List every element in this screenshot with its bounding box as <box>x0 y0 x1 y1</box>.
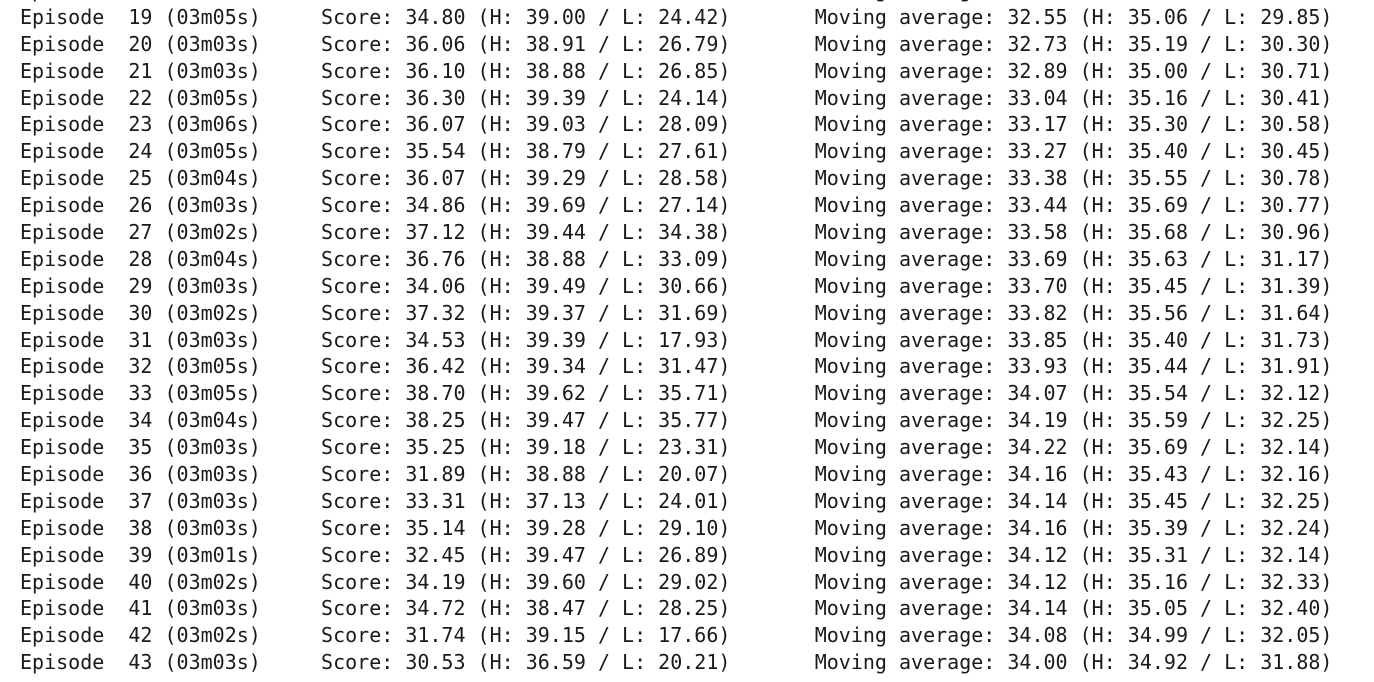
log-line-episode-42: Episode 42 (03m02s) Score: 31.74 (H: 39.… <box>20 623 1333 648</box>
log-line-episode-24: Episode 24 (03m05s) Score: 35.54 (H: 38.… <box>20 139 1333 164</box>
log-line-episode-26: Episode 26 (03m03s) Score: 34.86 (H: 39.… <box>20 193 1333 218</box>
log-line-episode-33: Episode 33 (03m05s) Score: 38.70 (H: 39.… <box>20 381 1333 406</box>
log-line-episode-18: Episode 18 (03m04s) Score: 35.95 (H: 39.… <box>20 0 1332 4</box>
log-line-episode-35: Episode 35 (03m03s) Score: 35.25 (H: 39.… <box>20 435 1333 460</box>
log-line-episode-21: Episode 21 (03m03s) Score: 36.10 (H: 38.… <box>20 58 1333 83</box>
training-log-output: Episode 18 (03m04s) Score: 35.95 (H: 39.… <box>20 0 1332 676</box>
log-line-episode-36: Episode 36 (03m03s) Score: 31.89 (H: 38.… <box>20 462 1333 487</box>
log-line-episode-37: Episode 37 (03m03s) Score: 33.31 (H: 37.… <box>20 488 1333 513</box>
log-line-episode-25: Episode 25 (03m04s) Score: 36.07 (H: 39.… <box>20 166 1333 191</box>
log-line-episode-30: Episode 30 (03m02s) Score: 37.32 (H: 39.… <box>20 300 1333 325</box>
log-line-episode-32: Episode 32 (03m05s) Score: 36.42 (H: 39.… <box>20 354 1333 379</box>
log-line-episode-39: Episode 39 (03m01s) Score: 32.45 (H: 39.… <box>20 542 1333 567</box>
log-line-episode-40: Episode 40 (03m02s) Score: 34.19 (H: 39.… <box>20 569 1333 594</box>
log-line-episode-23: Episode 23 (03m06s) Score: 36.07 (H: 39.… <box>20 112 1333 137</box>
log-line-episode-31: Episode 31 (03m03s) Score: 34.53 (H: 39.… <box>20 327 1333 352</box>
log-line-episode-29: Episode 29 (03m03s) Score: 34.06 (H: 39.… <box>20 273 1333 298</box>
log-line-episode-27: Episode 27 (03m02s) Score: 37.12 (H: 39.… <box>20 220 1333 245</box>
log-line-episode-38: Episode 38 (03m03s) Score: 35.14 (H: 39.… <box>20 515 1333 540</box>
log-line-episode-28: Episode 28 (03m04s) Score: 36.76 (H: 38.… <box>20 246 1333 271</box>
log-line-episode-41: Episode 41 (03m03s) Score: 34.72 (H: 38.… <box>20 596 1333 621</box>
log-line-episode-43: Episode 43 (03m03s) Score: 30.53 (H: 36.… <box>20 650 1333 675</box>
log-line-episode-34: Episode 34 (03m04s) Score: 38.25 (H: 39.… <box>20 408 1333 433</box>
log-line-episode-22: Episode 22 (03m05s) Score: 36.30 (H: 39.… <box>20 85 1333 110</box>
log-line-episode-19: Episode 19 (03m05s) Score: 34.80 (H: 39.… <box>20 4 1333 29</box>
log-line-episode-20: Episode 20 (03m03s) Score: 36.06 (H: 38.… <box>20 31 1333 56</box>
